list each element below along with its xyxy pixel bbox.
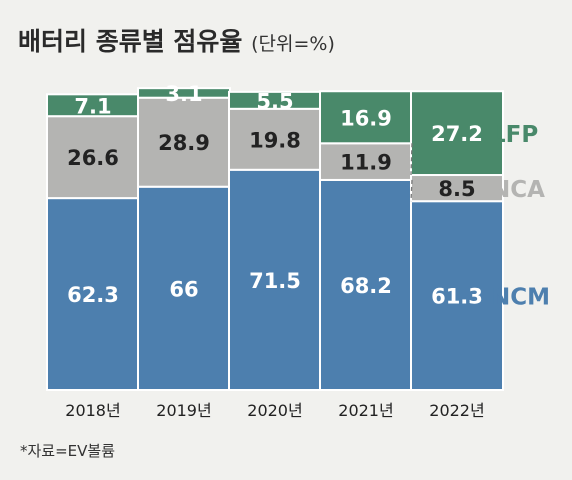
legend-label-ncm: NCM	[491, 285, 550, 311]
value-label-nca: 28.9	[158, 131, 210, 155]
bar-group-2019년: 66 28.9 3.1	[137, 82, 231, 391]
value-label-nca: 26.6	[67, 146, 119, 170]
value-label-ncm: 62.3	[67, 283, 119, 307]
x-tick-label: 2021년	[338, 401, 393, 420]
value-label-lfp: 3.1	[165, 82, 202, 106]
bar-segment-ncm	[319, 178, 413, 391]
value-label-ncm: 68.2	[340, 274, 392, 298]
source-footnote: *자료=EV볼륨	[20, 442, 116, 460]
value-label-lfp: 5.5	[256, 89, 293, 113]
bar-group-2020년: 71.5 19.8 5.5	[228, 89, 322, 391]
x-tick-label: 2018년	[65, 401, 120, 420]
connector-line	[410, 179, 413, 202]
value-label-ncm: 71.5	[249, 269, 301, 293]
value-label-lfp: 27.2	[431, 122, 483, 146]
connector-line	[410, 143, 413, 176]
legend-label-nca: NCA	[491, 177, 545, 203]
value-label-lfp: 16.9	[340, 106, 392, 130]
bar-segment-ncm	[410, 200, 504, 391]
x-tick-label: 2020년	[247, 401, 302, 420]
x-tick-label: 2022년	[429, 401, 484, 420]
value-label-nca: 11.9	[340, 151, 392, 175]
legend-label-lfp: LFP	[491, 122, 538, 148]
bar-group-2022년: 61.3 8.5 27.2	[410, 90, 504, 391]
value-label-ncm: 61.3	[431, 285, 483, 309]
value-label-nca: 19.8	[249, 128, 301, 152]
title-text: 배터리 종류별 점유율	[18, 27, 243, 56]
chart-title: 배터리 종류별 점유율 (단위=%)	[18, 22, 335, 58]
value-label-nca: 8.5	[438, 177, 475, 201]
x-tick-label: 2019년	[156, 401, 211, 420]
value-label-lfp: 7.1	[74, 94, 111, 118]
unit-label: (단위=%)	[251, 33, 335, 55]
value-label-ncm: 66	[169, 277, 198, 301]
bar-group-2018년: 62.3 26.6 7.1	[46, 93, 140, 391]
bar-segment-ncm	[46, 197, 140, 391]
bar-segment-nca	[319, 142, 413, 181]
bar-group-2021년: 68.2 11.9 16.9	[319, 90, 413, 391]
bar-segment-lfp	[410, 90, 504, 177]
